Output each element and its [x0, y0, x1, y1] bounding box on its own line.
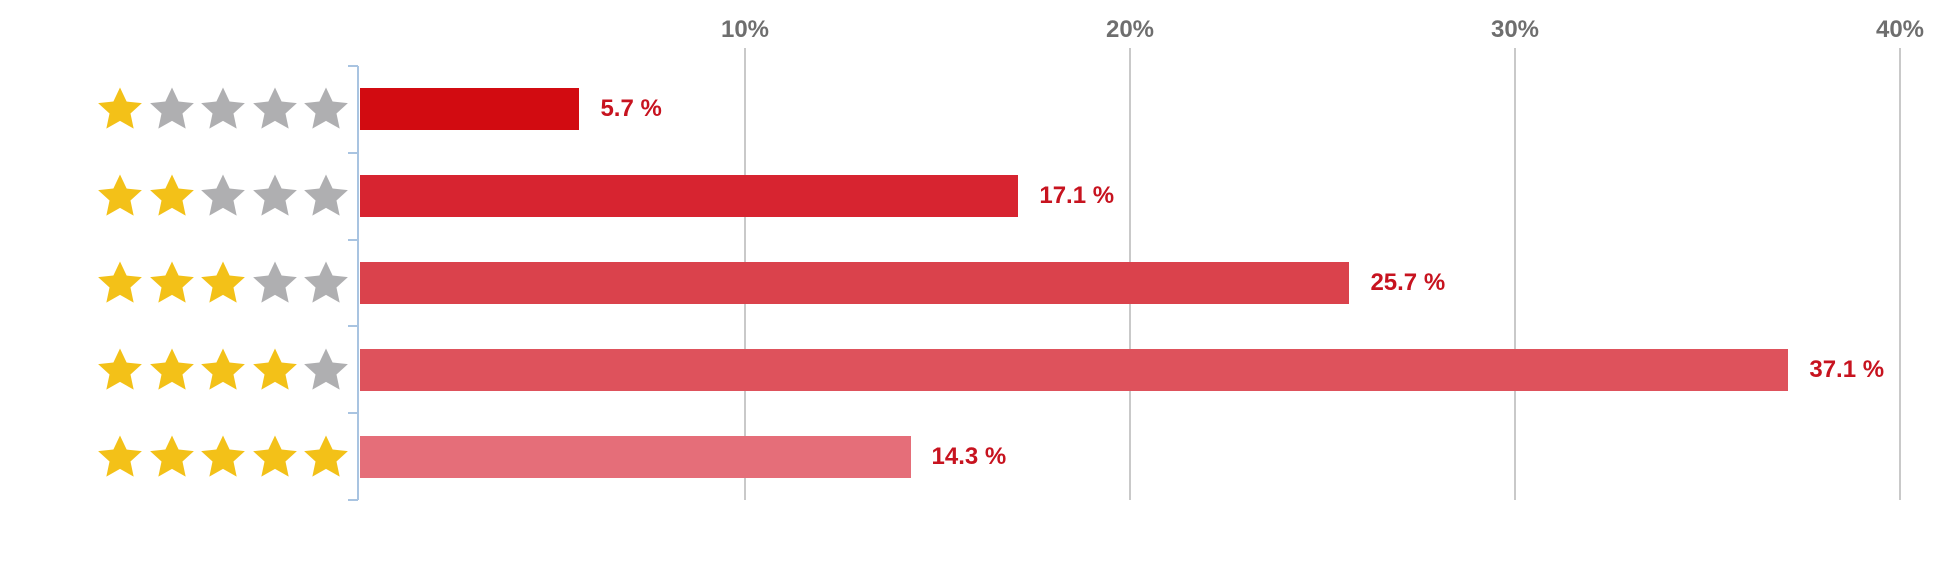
y-axis-tick	[348, 65, 358, 67]
y-axis-tick	[348, 325, 358, 328]
star-filled-icon	[301, 432, 351, 482]
star-empty-icon	[198, 171, 248, 221]
y-axis-tick	[348, 499, 358, 501]
star-empty-icon	[301, 84, 351, 134]
star-empty-icon	[250, 258, 300, 308]
star-filled-icon	[147, 258, 197, 308]
y-axis-tick	[348, 412, 358, 415]
rating-value-label: 5.7 %	[600, 95, 662, 123]
x-gridline	[1899, 48, 1901, 500]
star-empty-icon	[147, 84, 197, 134]
star-filled-icon	[250, 432, 300, 482]
star-filled-icon	[198, 345, 248, 395]
star-filled-icon	[250, 345, 300, 395]
star-filled-icon	[95, 345, 145, 395]
star-filled-icon	[147, 432, 197, 482]
x-gridline	[1514, 48, 1516, 500]
y-axis-tick	[348, 151, 358, 154]
star-empty-icon	[250, 84, 300, 134]
star-filled-icon	[95, 171, 145, 221]
y-axis-tick	[348, 238, 358, 241]
star-empty-icon	[301, 258, 351, 308]
rating-bar	[360, 348, 1789, 391]
y-axis-line	[357, 66, 359, 500]
star-filled-icon	[198, 432, 248, 482]
star-filled-icon	[147, 345, 197, 395]
star-filled-icon	[198, 258, 248, 308]
rating-bar	[360, 88, 580, 131]
star-empty-icon	[301, 345, 351, 395]
star-filled-icon	[95, 258, 145, 308]
star-filled-icon	[95, 84, 145, 134]
rating-bar	[360, 435, 911, 478]
star-filled-icon	[147, 171, 197, 221]
x-axis-tick-label: 30%	[1490, 16, 1540, 43]
star-empty-icon	[198, 84, 248, 134]
star-empty-icon	[250, 171, 300, 221]
rating-bar	[360, 175, 1019, 218]
rating-bar	[360, 262, 1350, 304]
star-filled-icon	[95, 432, 145, 482]
x-axis-tick-label: 10%	[720, 16, 770, 43]
star-empty-icon	[301, 171, 351, 221]
rating-value-label: 25.7 %	[1370, 269, 1446, 296]
x-axis-tick-label: 40%	[1875, 16, 1925, 43]
x-axis-tick-label: 20%	[1105, 16, 1155, 43]
rating-value-label: 14.3 %	[931, 442, 1007, 470]
rating-value-label: 37.1 %	[1809, 355, 1885, 383]
rating-value-label: 17.1 %	[1039, 182, 1115, 210]
